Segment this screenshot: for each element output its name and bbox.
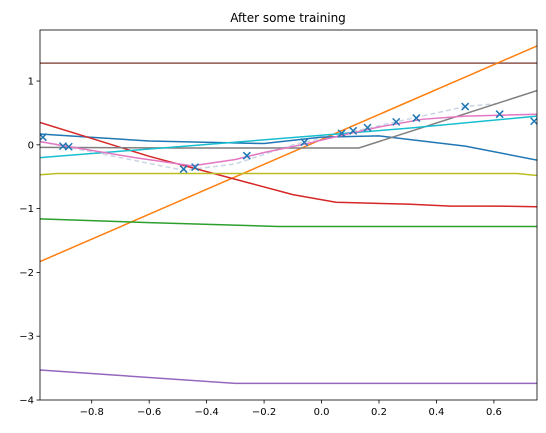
scatter-point	[363, 123, 372, 132]
scatter-point	[392, 117, 401, 126]
y-tick-label: 0	[28, 140, 34, 151]
x-tick-label: 0.2	[371, 407, 387, 418]
y-tick-label: 1	[28, 77, 34, 88]
scatter-point-stroke	[349, 126, 358, 135]
x-tick-label: 0.0	[314, 407, 330, 418]
y-tick-label: −4	[19, 396, 34, 407]
scatter-point-stroke	[179, 165, 188, 174]
x-tick-label: −0.4	[194, 407, 218, 418]
scatter-point	[179, 165, 188, 174]
series-line-3	[40, 133, 537, 161]
chart-title: After some training	[230, 11, 346, 25]
scatter-point-stroke	[461, 102, 470, 111]
scatter-point-stroke	[40, 133, 47, 142]
plot-area	[40, 45, 537, 385]
series-line-7	[40, 172, 537, 177]
series-line-2	[40, 45, 537, 263]
scatter-point-stroke	[242, 151, 251, 160]
series-line-9	[40, 115, 537, 159]
series-line-6	[40, 369, 537, 385]
series-line-4	[40, 121, 537, 208]
scatter-point	[495, 110, 504, 119]
scatter-point-stroke	[412, 114, 421, 123]
dashed-curve-line	[40, 102, 500, 172]
scatter-point	[530, 117, 537, 126]
scatter-point	[412, 114, 421, 123]
series-line-5	[40, 218, 537, 228]
series-line-8	[40, 89, 537, 149]
y-tick-label: −3	[19, 332, 34, 343]
series-line-10	[40, 113, 537, 167]
y-tick-label: −2	[19, 268, 34, 279]
scatter-point-stroke	[530, 117, 537, 126]
scatter-point	[191, 163, 200, 172]
scatter-point	[349, 126, 358, 135]
scatter-point-stroke	[64, 142, 73, 151]
scatter-point-stroke	[392, 117, 401, 126]
scatter-point	[337, 129, 346, 138]
axes-layer: −0.8 −0.6 −0.4 −0.2 0.0 0.2 0.4 0.6 −4 −3 −2 −1 0 1	[19, 29, 538, 418]
scatter-point	[242, 151, 251, 160]
scatter-point	[64, 142, 73, 151]
scatter-point-stroke	[191, 163, 200, 172]
series-layer	[40, 45, 537, 385]
scatter-point	[300, 138, 309, 147]
x-tick-label: 0.4	[428, 407, 444, 418]
x-tick-label: 0.6	[486, 407, 502, 418]
scatter-point-stroke	[300, 138, 309, 147]
scatter-point-stroke	[363, 123, 372, 132]
scatter-point-stroke	[495, 110, 504, 119]
scatter-point-stroke	[337, 129, 346, 138]
scatter-point	[461, 102, 470, 111]
scatter-point	[40, 133, 47, 142]
x-tick-label: −0.8	[80, 407, 104, 418]
x-tick-label: −0.6	[137, 407, 161, 418]
x-tick-label: −0.2	[252, 407, 276, 418]
plot-frame	[39, 29, 538, 401]
y-tick-label: −1	[19, 204, 34, 215]
